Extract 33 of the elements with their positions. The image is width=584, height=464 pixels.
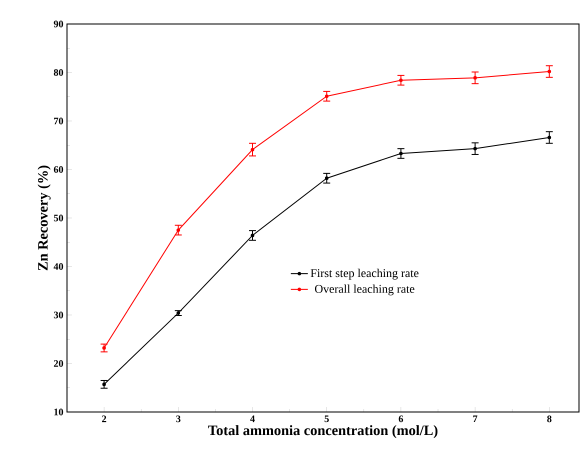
point	[250, 148, 254, 152]
y-tick-label: 50	[54, 214, 64, 222]
y-tick-label: 70	[54, 118, 64, 124]
y-tick-label: 90	[54, 20, 64, 28]
x-tick-label: 3	[176, 416, 180, 422]
point	[548, 136, 552, 140]
point	[473, 146, 477, 150]
point	[102, 346, 106, 350]
point	[250, 234, 254, 238]
x-tick-label: 4	[250, 416, 255, 422]
point	[399, 152, 403, 156]
y-tick-label: 30	[54, 312, 64, 318]
y-tick-label: 20	[54, 360, 64, 367]
point	[548, 70, 552, 74]
x-tick-label: 6	[398, 416, 404, 422]
y-tick-label: 60	[54, 166, 64, 173]
point	[324, 94, 329, 98]
point	[473, 76, 477, 80]
y-axis-title: Zn Recovery (%)	[38, 166, 51, 270]
x-tick-label: 5	[324, 416, 329, 422]
point	[102, 382, 106, 386]
y-tick-label: 10	[54, 408, 64, 416]
point	[399, 78, 403, 82]
point	[324, 176, 329, 180]
point	[176, 228, 180, 232]
x-tick-label: 8	[547, 416, 552, 422]
x-tick-label: 2	[102, 416, 106, 422]
legend-label: Overall leaching rate	[314, 284, 414, 296]
legend-label: First step leaching rate	[310, 268, 418, 280]
y-tick-label: 80	[54, 69, 64, 76]
y-tick-label: 40	[54, 263, 64, 270]
x-axis-title: Total ammonia concentration (mol/L)	[208, 425, 438, 438]
x-tick-label: 7	[473, 416, 478, 422]
